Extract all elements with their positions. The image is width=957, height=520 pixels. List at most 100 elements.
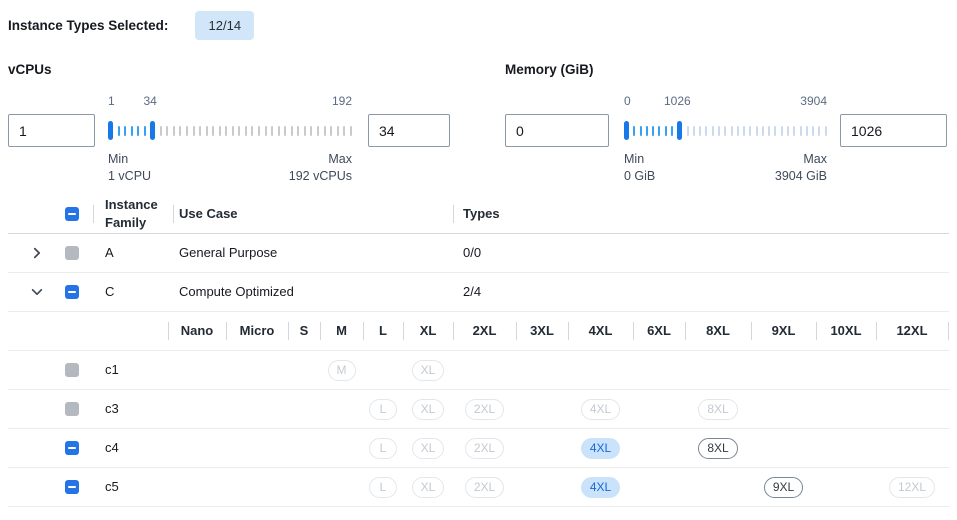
select-all-checkbox[interactable] [65,206,79,221]
size-column-header: 3XL [516,312,568,350]
slider-tick [117,125,120,136]
instance-name-cell: c4 [93,439,168,457]
size-column-header: 2XL [453,312,516,350]
slider-tick [143,125,146,136]
slider-tick [639,125,642,136]
min-label: Min [108,152,129,166]
size-pill-cell [168,390,226,428]
size-pill-9xl[interactable]: 9XL [763,476,804,498]
slider-tick [316,125,319,136]
slider-tick [692,125,695,136]
memory-range-slider[interactable] [624,114,827,147]
vcpus-to-input[interactable] [368,114,450,147]
size-column-label: XL [419,323,437,338]
slider-tick [349,125,352,136]
family-name-cell: A [93,244,173,262]
vcpus-filter: vCPUs 1 34 192 Min 1 vCPU Max 192 vCPUs [8,62,450,185]
instance-checkbox[interactable] [65,480,79,494]
chevron-right-icon[interactable] [30,246,44,260]
instance-checkbox [65,402,79,416]
slider-tick [343,125,346,136]
size-column-header: 4XL [568,312,633,350]
min-label: Min [624,152,645,166]
size-pill-cell [226,468,288,506]
family-row: A General Purpose 0/0 [8,234,949,273]
slider-tick [179,125,182,136]
size-pill-cell [751,390,816,428]
size-pill-cell [363,351,403,389]
family-name-cell: C [93,283,173,301]
slider-tick [251,125,254,136]
vcpus-range-slider[interactable] [108,114,352,147]
memory-from-input[interactable] [505,114,609,147]
chevron-down-icon[interactable] [30,285,44,299]
slider-tick [271,125,274,136]
size-column-header: S [288,312,320,350]
instance-row: c3 L XL 2XL 4XL 8XL [8,390,949,429]
family-name: A [105,245,114,260]
vcpus-from-input[interactable] [8,114,95,147]
size-pill-4xl[interactable]: 4XL [580,476,621,498]
slider-tick [724,125,727,136]
size-column-label: 12XL [896,323,928,338]
slider-tick [633,125,636,136]
size-pill-l: L [369,398,397,420]
types-count: 2/4 [463,284,482,299]
size-pill-cell [288,429,320,467]
use-case: Compute Optimized [179,284,294,299]
size-pill-cell: XL [403,468,453,506]
size-pill-cell [568,351,633,389]
slider-tick [231,125,234,136]
slider-handle[interactable] [108,121,113,140]
size-pill-cell [751,351,816,389]
instance-checkbox [65,363,79,377]
instance-name: c1 [105,362,119,377]
memory-to-input[interactable] [840,114,947,147]
size-pill-l: L [369,437,397,459]
size-pill-cell [226,351,288,389]
size-pill-4xl[interactable]: 4XL [580,437,621,459]
vcpus-title: vCPUs [8,62,52,77]
size-pill-cell: L [363,390,403,428]
slider-tick [192,125,195,136]
size-pill-cell [320,390,363,428]
size-pill-8xl: 8XL [698,398,738,420]
instance-checkbox[interactable] [65,441,79,455]
summary-row: Instance Types Selected: 12/14 [8,10,949,40]
size-pill-cell: 4XL [568,390,633,428]
min-caption: 0 GiB [624,169,656,183]
slider-handle[interactable] [677,121,683,140]
slider-handle[interactable] [150,121,156,140]
slider-tick [297,125,300,136]
size-pill-8xl[interactable]: 8XL [698,437,738,459]
family-name: C [105,284,115,299]
slider-tick [711,125,714,136]
instance-checkbox-cell [56,441,93,455]
size-pill-cell: 8XL [685,429,751,467]
size-pill-cell: L [363,468,403,506]
slider-tick [824,125,827,136]
slider-tick [812,125,815,136]
slider-tick [818,125,821,136]
max-caption: 192 vCPUs [288,169,352,183]
size-pill-12xl: 12XL [888,476,936,498]
size-pill-cell: 8XL [685,390,751,428]
slider-handle[interactable] [624,121,629,140]
use-case-column-header: Use Case [173,205,453,223]
table-header-row: Instance Family Use Case Types [8,194,949,234]
size-column-label: L [379,323,387,338]
size-column-header: 12XL [876,312,948,350]
slider-tick [699,125,702,136]
instance-type-selector: Instance Types Selected: 12/14 vCPUs 1 34… [0,10,957,507]
filters-section: vCPUs 1 34 192 Min 1 vCPU Max 192 vCPUs [8,62,949,185]
size-pill-cell [168,429,226,467]
size-pill-4xl: 4XL [580,398,621,420]
slider-scale-label: 34 [143,94,157,108]
size-pill-cell: 2XL [453,390,516,428]
slider-tick [124,125,127,136]
slider-tick [137,125,140,136]
slider-tick [186,125,189,136]
family-checkbox [65,246,79,260]
slider-tick [761,125,764,136]
family-checkbox[interactable] [65,285,79,299]
